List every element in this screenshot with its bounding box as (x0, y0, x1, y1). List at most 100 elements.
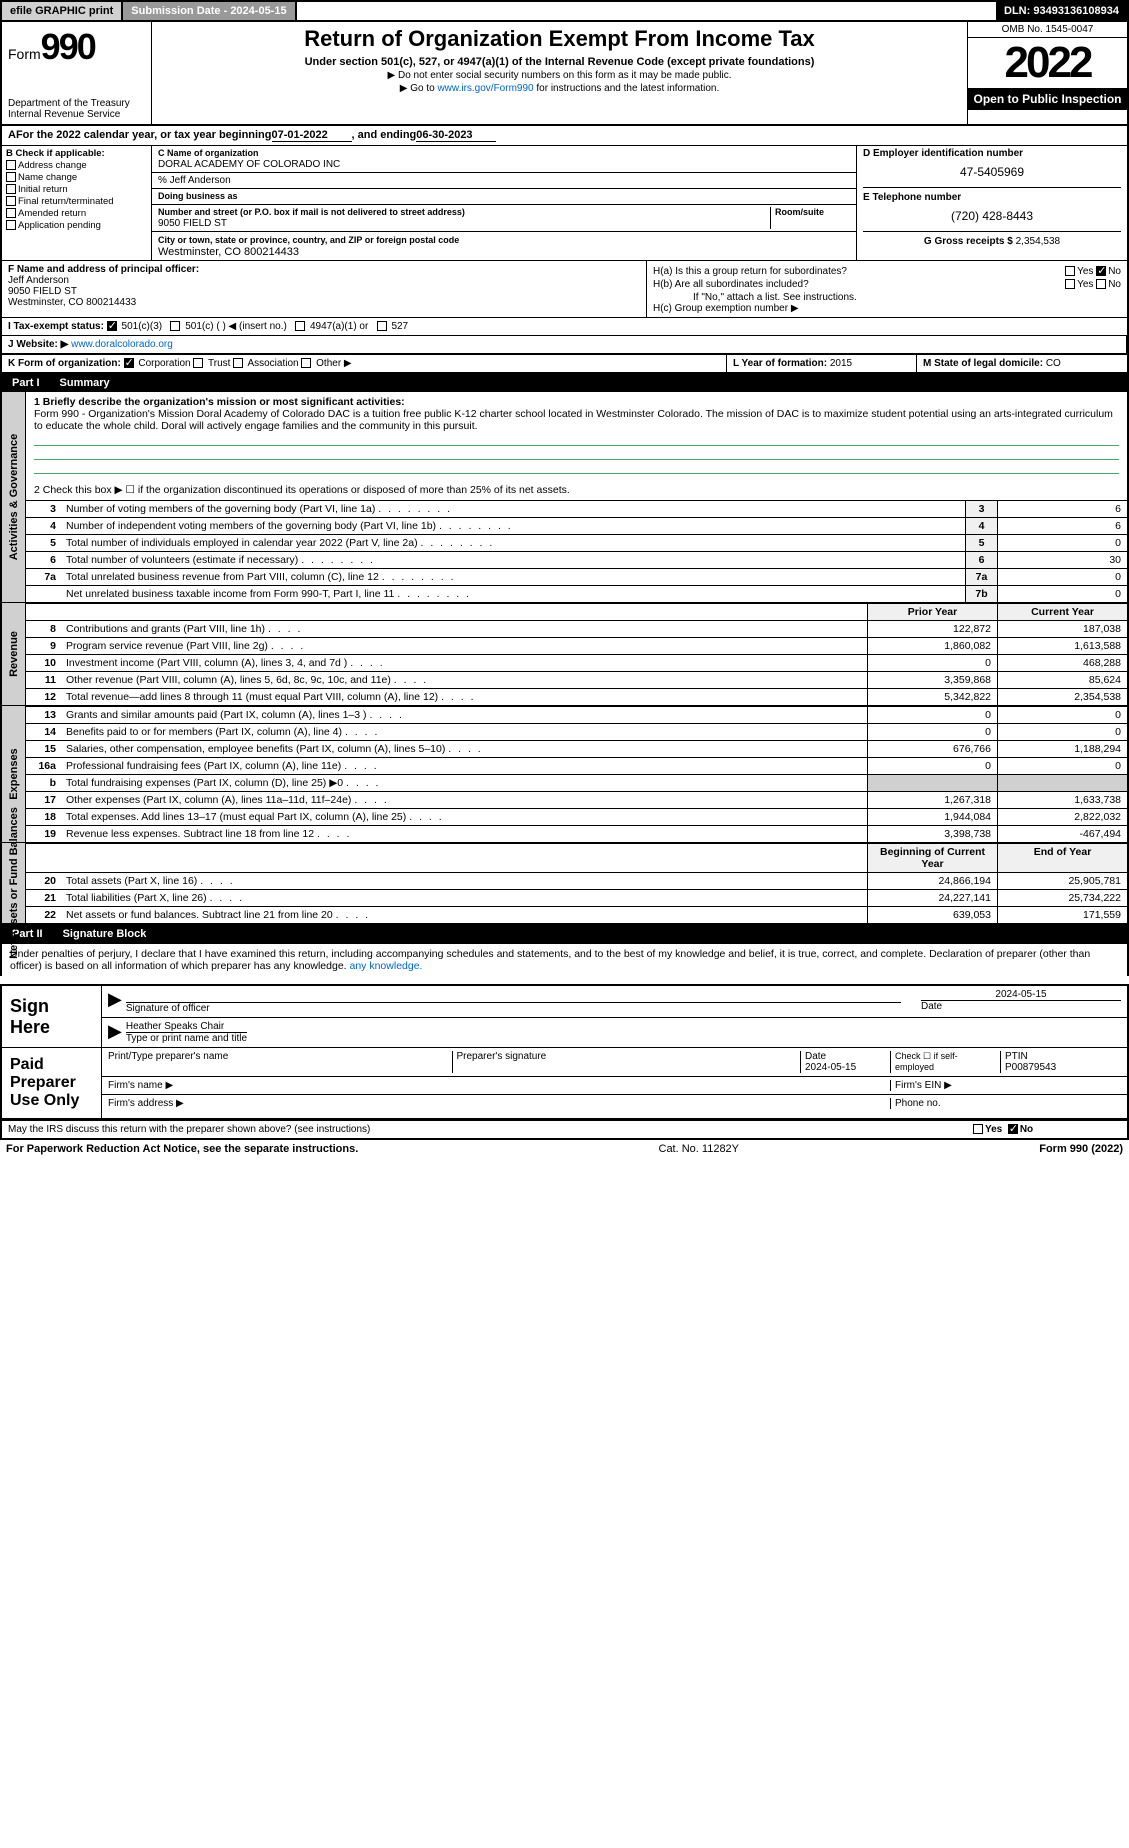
ha-yes[interactable] (1065, 266, 1075, 276)
chk-501c[interactable] (170, 321, 180, 331)
part2-title: Signature Block (63, 928, 147, 940)
ptin-label: PTIN (1005, 1051, 1028, 1062)
form-990-footer: Form 990 (2022) (1039, 1143, 1123, 1155)
side-revenue: Revenue (8, 631, 20, 677)
dept-treasury: Department of the Treasury (8, 98, 145, 109)
section-h: H(a) Is this a group return for subordin… (647, 261, 1127, 317)
firm-addr-label: Firm's address ▶ (108, 1098, 891, 1109)
prep-name-label: Print/Type preparer's name (108, 1051, 453, 1073)
discuss-no[interactable] (1008, 1124, 1018, 1134)
prior-current-header: Prior Year Current Year (26, 603, 1127, 620)
chk-address[interactable] (6, 160, 16, 170)
chk-4947[interactable] (295, 321, 305, 331)
discuss-question: May the IRS discuss this return with the… (2, 1121, 967, 1138)
officer-street: 9050 FIELD ST (8, 286, 77, 297)
chk-final[interactable] (6, 196, 16, 206)
firm-ein-label: Firm's EIN ▶ (891, 1080, 1121, 1091)
summary-line: 10Investment income (Part VIII, column (… (26, 654, 1127, 671)
irs-link[interactable]: www.irs.gov/Form990 (437, 83, 533, 94)
officer-city: Westminster, CO 800214433 (8, 297, 136, 308)
name-label: Type or print name and title (126, 1033, 247, 1044)
chk-501c3[interactable] (107, 321, 117, 331)
chk-amended[interactable] (6, 208, 16, 218)
summary-line: 13Grants and similar amounts paid (Part … (26, 706, 1127, 723)
sig-officer-label: Signature of officer (126, 1003, 210, 1014)
prep-date-label: Date (805, 1051, 826, 1062)
section-c: C Name of organizationDORAL ACADEMY OF C… (152, 146, 857, 260)
date-label: Date (921, 1000, 1121, 1012)
q1-label: 1 Briefly describe the organization's mi… (34, 396, 405, 408)
hdr-end: End of Year (997, 844, 1127, 872)
revenue-section: Revenue Prior Year Current Year 8Contrib… (0, 603, 1129, 706)
net-assets-section: Net Assets or Fund Balances Beginning of… (0, 843, 1129, 925)
mission-text: Form 990 - Organization's Mission Doral … (34, 408, 1113, 432)
chk-initial[interactable] (6, 184, 16, 194)
tax-year: 2022 (968, 38, 1127, 88)
ha-question: H(a) Is this a group return for subordin… (653, 266, 847, 277)
hb-question: H(b) Are all subordinates included? (653, 279, 809, 290)
summary-line: 19Revenue less expenses. Subtract line 1… (26, 825, 1127, 842)
hb-no[interactable] (1096, 279, 1106, 289)
self-employed: Check ☐ if self-employed (891, 1051, 1001, 1073)
section-b: B Check if applicable: Address change Na… (2, 146, 152, 260)
chk-corp[interactable] (124, 358, 134, 368)
org-name: DORAL ACADEMY OF COLORADO INC (158, 159, 340, 170)
summary-line: 6Total number of volunteers (estimate if… (26, 551, 1127, 568)
summary-line: 7aTotal unrelated business revenue from … (26, 568, 1127, 585)
prep-sig-label: Preparer's signature (453, 1051, 802, 1073)
city-label: City or town, state or province, country… (158, 235, 459, 245)
decl-text: Under penalties of perjury, I declare th… (10, 948, 1090, 972)
firm-name-label: Firm's name ▶ (108, 1080, 891, 1091)
goto-pre: ▶ Go to (400, 83, 438, 94)
tax-status-label: I Tax-exempt status: (8, 321, 104, 332)
officer-name: Jeff Anderson (8, 275, 69, 286)
summary-line: 17Other expenses (Part IX, column (A), l… (26, 791, 1127, 808)
beg-end-header: Beginning of Current Year End of Year (26, 843, 1127, 872)
q2-text: 2 Check this box ▶ ☐ if the organization… (26, 480, 1127, 500)
org-name-label: C Name of organization (158, 148, 259, 158)
top-bar: efile GRAPHIC print Submission Date - 20… (0, 0, 1129, 22)
any-knowledge-link[interactable]: any knowledge. (350, 960, 423, 972)
sign-date: 2024-05-15 (921, 989, 1121, 1000)
chk-other[interactable] (301, 358, 311, 368)
chk-trust[interactable] (193, 358, 203, 368)
form-label: Form (8, 46, 41, 62)
city: Westminster, CO 800214433 (158, 246, 299, 258)
page-footer: For Paperwork Reduction Act Notice, see … (0, 1139, 1129, 1158)
side-expenses: Expenses (8, 748, 20, 799)
sign-here-label: Sign Here (2, 986, 102, 1047)
mission-line2 (34, 448, 1119, 460)
discuss-yes[interactable] (973, 1124, 983, 1134)
summary-line: 4Number of independent voting members of… (26, 517, 1127, 534)
form-title: Return of Organization Exempt From Incom… (160, 26, 959, 52)
section-d: D Employer identification number 47-5405… (857, 146, 1127, 260)
hdr-prior: Prior Year (867, 604, 997, 620)
summary-line: 21Total liabilities (Part X, line 26) . … (26, 889, 1127, 906)
chk-namechange[interactable] (6, 172, 16, 182)
form-number: 990 (41, 26, 95, 67)
summary-line: 22Net assets or fund balances. Subtract … (26, 906, 1127, 923)
expenses-section: Expenses 13Grants and similar amounts pa… (0, 706, 1129, 843)
street-label: Number and street (or P.O. box if mail i… (158, 207, 465, 217)
part1-bar: Part I Summary (0, 374, 1129, 392)
ssn-note: ▶ Do not enter social security numbers o… (160, 70, 959, 81)
year-formation-label: L Year of formation: (733, 358, 827, 369)
summary-line: Net unrelated business taxable income fr… (26, 585, 1127, 602)
omb-number: OMB No. 1545-0047 (968, 22, 1127, 38)
phone-label: Phone no. (891, 1098, 1121, 1109)
summary-line: 15Salaries, other compensation, employee… (26, 740, 1127, 757)
gross-label: G Gross receipts $ (924, 236, 1013, 247)
summary-line: 16aProfessional fundraising fees (Part I… (26, 757, 1127, 774)
period-begin: 07-01-2022 (272, 129, 352, 142)
chk-pending[interactable] (6, 220, 16, 230)
prep-date: 2024-05-15 (805, 1062, 856, 1073)
arrow-icon: ▶ (108, 1021, 122, 1044)
website-link[interactable]: www.doralcolorado.org (71, 339, 173, 350)
chk-assoc[interactable] (233, 358, 243, 368)
period-row: A For the 2022 calendar year, or tax yea… (0, 126, 1129, 146)
hb-note: If "No," attach a list. See instructions… (653, 292, 1121, 303)
hb-yes[interactable] (1065, 279, 1075, 289)
chk-527[interactable] (377, 321, 387, 331)
ha-no[interactable] (1096, 266, 1106, 276)
section-i: I Tax-exempt status: 501(c)(3) 501(c) ( … (0, 318, 1129, 336)
